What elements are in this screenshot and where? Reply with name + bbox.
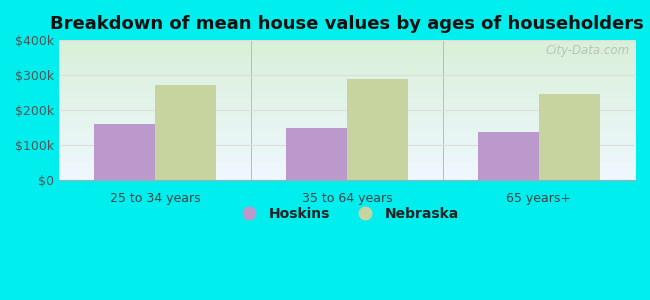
Bar	[347, 79, 408, 180]
Bar	[285, 128, 347, 180]
Legend: Hoskins, Nebraska: Hoskins, Nebraska	[230, 201, 464, 226]
Text: City-Data.com: City-Data.com	[545, 44, 629, 57]
Bar	[94, 124, 155, 180]
Title: Breakdown of mean house values by ages of householders: Breakdown of mean house values by ages o…	[50, 15, 644, 33]
Bar	[155, 85, 216, 180]
Bar	[478, 132, 539, 180]
Bar	[539, 94, 601, 180]
